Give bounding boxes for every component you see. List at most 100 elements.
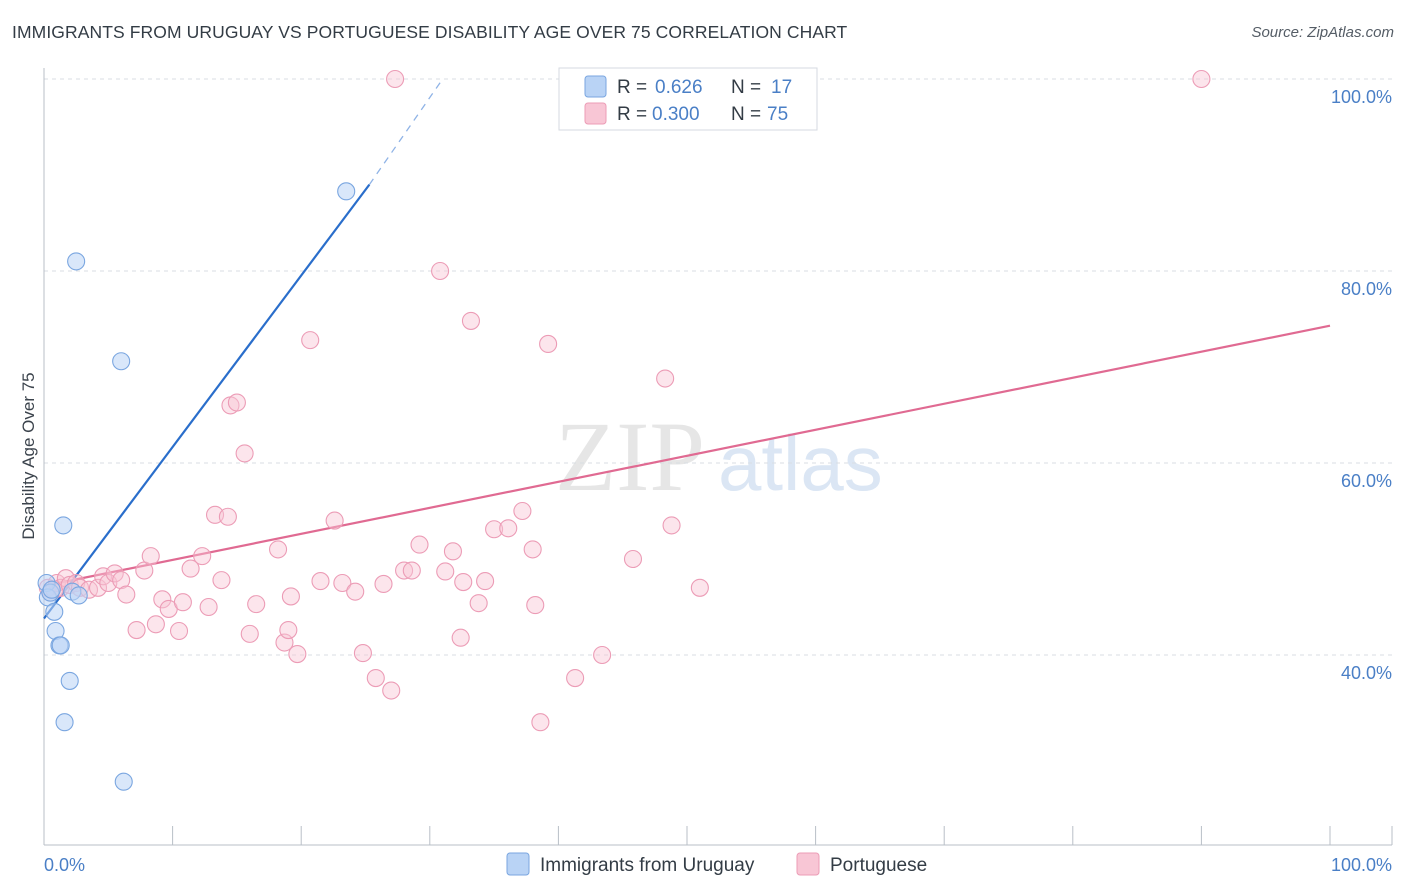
- point-uruguay-4: [45, 602, 64, 621]
- bottom-legend-uruguay: Immigrants from Uruguay: [540, 855, 755, 876]
- point-portuguese-19: [146, 615, 165, 634]
- point-portuguese-32: [235, 444, 254, 463]
- x-tick-label-max: 100.0%: [1331, 855, 1392, 875]
- bottom-legend-portuguese: Portuguese: [830, 855, 927, 876]
- point-portuguese-61: [499, 519, 518, 538]
- point-portuguese-44: [346, 582, 365, 601]
- point-portuguese-31: [227, 393, 246, 412]
- trend-lines: [43, 78, 1331, 620]
- point-uruguay-12: [67, 252, 86, 271]
- y-tick-label-60: 60.0%: [1341, 471, 1392, 491]
- y-tick-label-80: 80.0%: [1341, 279, 1392, 299]
- point-portuguese-58: [469, 594, 488, 613]
- point-portuguese-18: [141, 547, 160, 566]
- legend-n-value-2: 75: [767, 104, 788, 125]
- point-portuguese-40: [301, 331, 320, 350]
- legend-swatch-pink: [584, 102, 607, 125]
- point-uruguay-3: [42, 580, 61, 599]
- bottom-legend-swatch-portuguese: [796, 852, 820, 876]
- point-portuguese-33: [240, 624, 259, 643]
- point-portuguese-68: [593, 645, 612, 665]
- source-label: Source: ZipAtlas.com: [1251, 24, 1394, 41]
- y-axis-label: Disability Age Over 75: [19, 372, 38, 539]
- y-tick-label-40: 40.0%: [1341, 663, 1392, 683]
- point-portuguese-45: [353, 644, 372, 663]
- point-portuguese-52: [431, 261, 450, 281]
- legend-r-label-1: R =: [617, 77, 647, 98]
- legend-r-label-2: R =: [617, 104, 647, 125]
- point-portuguese-66: [539, 334, 558, 354]
- point-portuguese-53: [436, 562, 455, 581]
- point-portuguese-73: [1192, 69, 1211, 89]
- point-portuguese-42: [325, 511, 344, 530]
- legend-n-label-2: N =: [731, 104, 761, 125]
- trend-line-uruguay-extension: [368, 78, 444, 185]
- point-portuguese-37: [279, 620, 298, 640]
- point-portuguese-22: [169, 621, 189, 641]
- point-portuguese-16: [127, 620, 146, 640]
- series-portuguese-points: [38, 69, 1211, 732]
- series-uruguay-points: [37, 182, 356, 791]
- trend-line-portuguese: [43, 324, 1331, 587]
- point-portuguese-65: [531, 713, 550, 732]
- point-portuguese-74: [386, 69, 405, 89]
- point-portuguese-29: [218, 507, 237, 526]
- point-portuguese-63: [523, 540, 542, 559]
- point-uruguay-10: [60, 671, 79, 690]
- point-portuguese-70: [656, 369, 675, 388]
- point-portuguese-41: [311, 572, 330, 591]
- y-tick-labels: 40.0% 60.0% 80.0% 100.0%: [1331, 87, 1392, 683]
- point-portuguese-72: [690, 578, 709, 597]
- point-portuguese-24: [181, 559, 200, 578]
- x-tick-label-min: 0.0%: [44, 855, 85, 875]
- point-portuguese-14: [112, 571, 131, 590]
- y-tick-label-100: 100.0%: [1331, 87, 1392, 107]
- gridlines: [44, 78, 1392, 656]
- point-portuguese-56: [454, 572, 473, 592]
- point-portuguese-13: [105, 564, 124, 583]
- point-portuguese-38: [281, 587, 300, 606]
- point-portuguese-25: [193, 547, 212, 566]
- point-portuguese-51: [410, 535, 429, 554]
- point-portuguese-60: [485, 520, 504, 539]
- point-uruguay-9: [55, 713, 74, 732]
- point-uruguay-14: [112, 352, 131, 371]
- point-portuguese-26: [199, 597, 218, 617]
- legend-n-value-1: 17: [771, 77, 792, 98]
- legend-n-label-1: N =: [731, 77, 761, 98]
- point-portuguese-23: [173, 593, 192, 612]
- point-portuguese-57: [461, 311, 481, 330]
- chart-title: IMMIGRANTS FROM URUGUAY VS PORTUGUESE DI…: [12, 22, 848, 42]
- point-portuguese-47: [374, 574, 393, 594]
- point-portuguese-69: [623, 549, 643, 569]
- point-portuguese-67: [566, 668, 585, 688]
- point-portuguese-48: [382, 681, 401, 700]
- point-portuguese-10: [88, 578, 108, 597]
- point-uruguay-8: [54, 516, 73, 535]
- point-portuguese-71: [662, 516, 681, 535]
- correlation-legend: R = 0.626 N = 17 R = 0.300 N = 75: [558, 67, 818, 131]
- point-portuguese-28: [212, 571, 231, 590]
- x-axis-ticks: [43, 826, 1393, 845]
- point-portuguese-39: [288, 644, 307, 664]
- point-portuguese-34: [247, 595, 266, 614]
- point-uruguay-7: [51, 636, 70, 655]
- point-portuguese-43: [333, 573, 352, 593]
- point-uruguay-13: [69, 586, 88, 605]
- point-portuguese-46: [366, 668, 385, 688]
- point-portuguese-59: [476, 572, 495, 591]
- point-portuguese-35: [269, 540, 288, 559]
- bottom-legend-swatch-uruguay: [506, 852, 530, 876]
- trend-line-uruguay: [43, 183, 371, 620]
- point-portuguese-50: [402, 561, 421, 580]
- legend-r-value-1: 0.626: [655, 77, 703, 98]
- point-portuguese-62: [513, 501, 532, 521]
- point-uruguay-16: [337, 182, 356, 201]
- legend-r-value-2: 0.300: [652, 104, 700, 125]
- legend-swatch-blue: [584, 75, 607, 98]
- point-portuguese-15: [117, 585, 136, 604]
- point-portuguese-54: [443, 542, 462, 561]
- point-portuguese-49: [395, 561, 414, 580]
- point-portuguese-64: [526, 596, 545, 615]
